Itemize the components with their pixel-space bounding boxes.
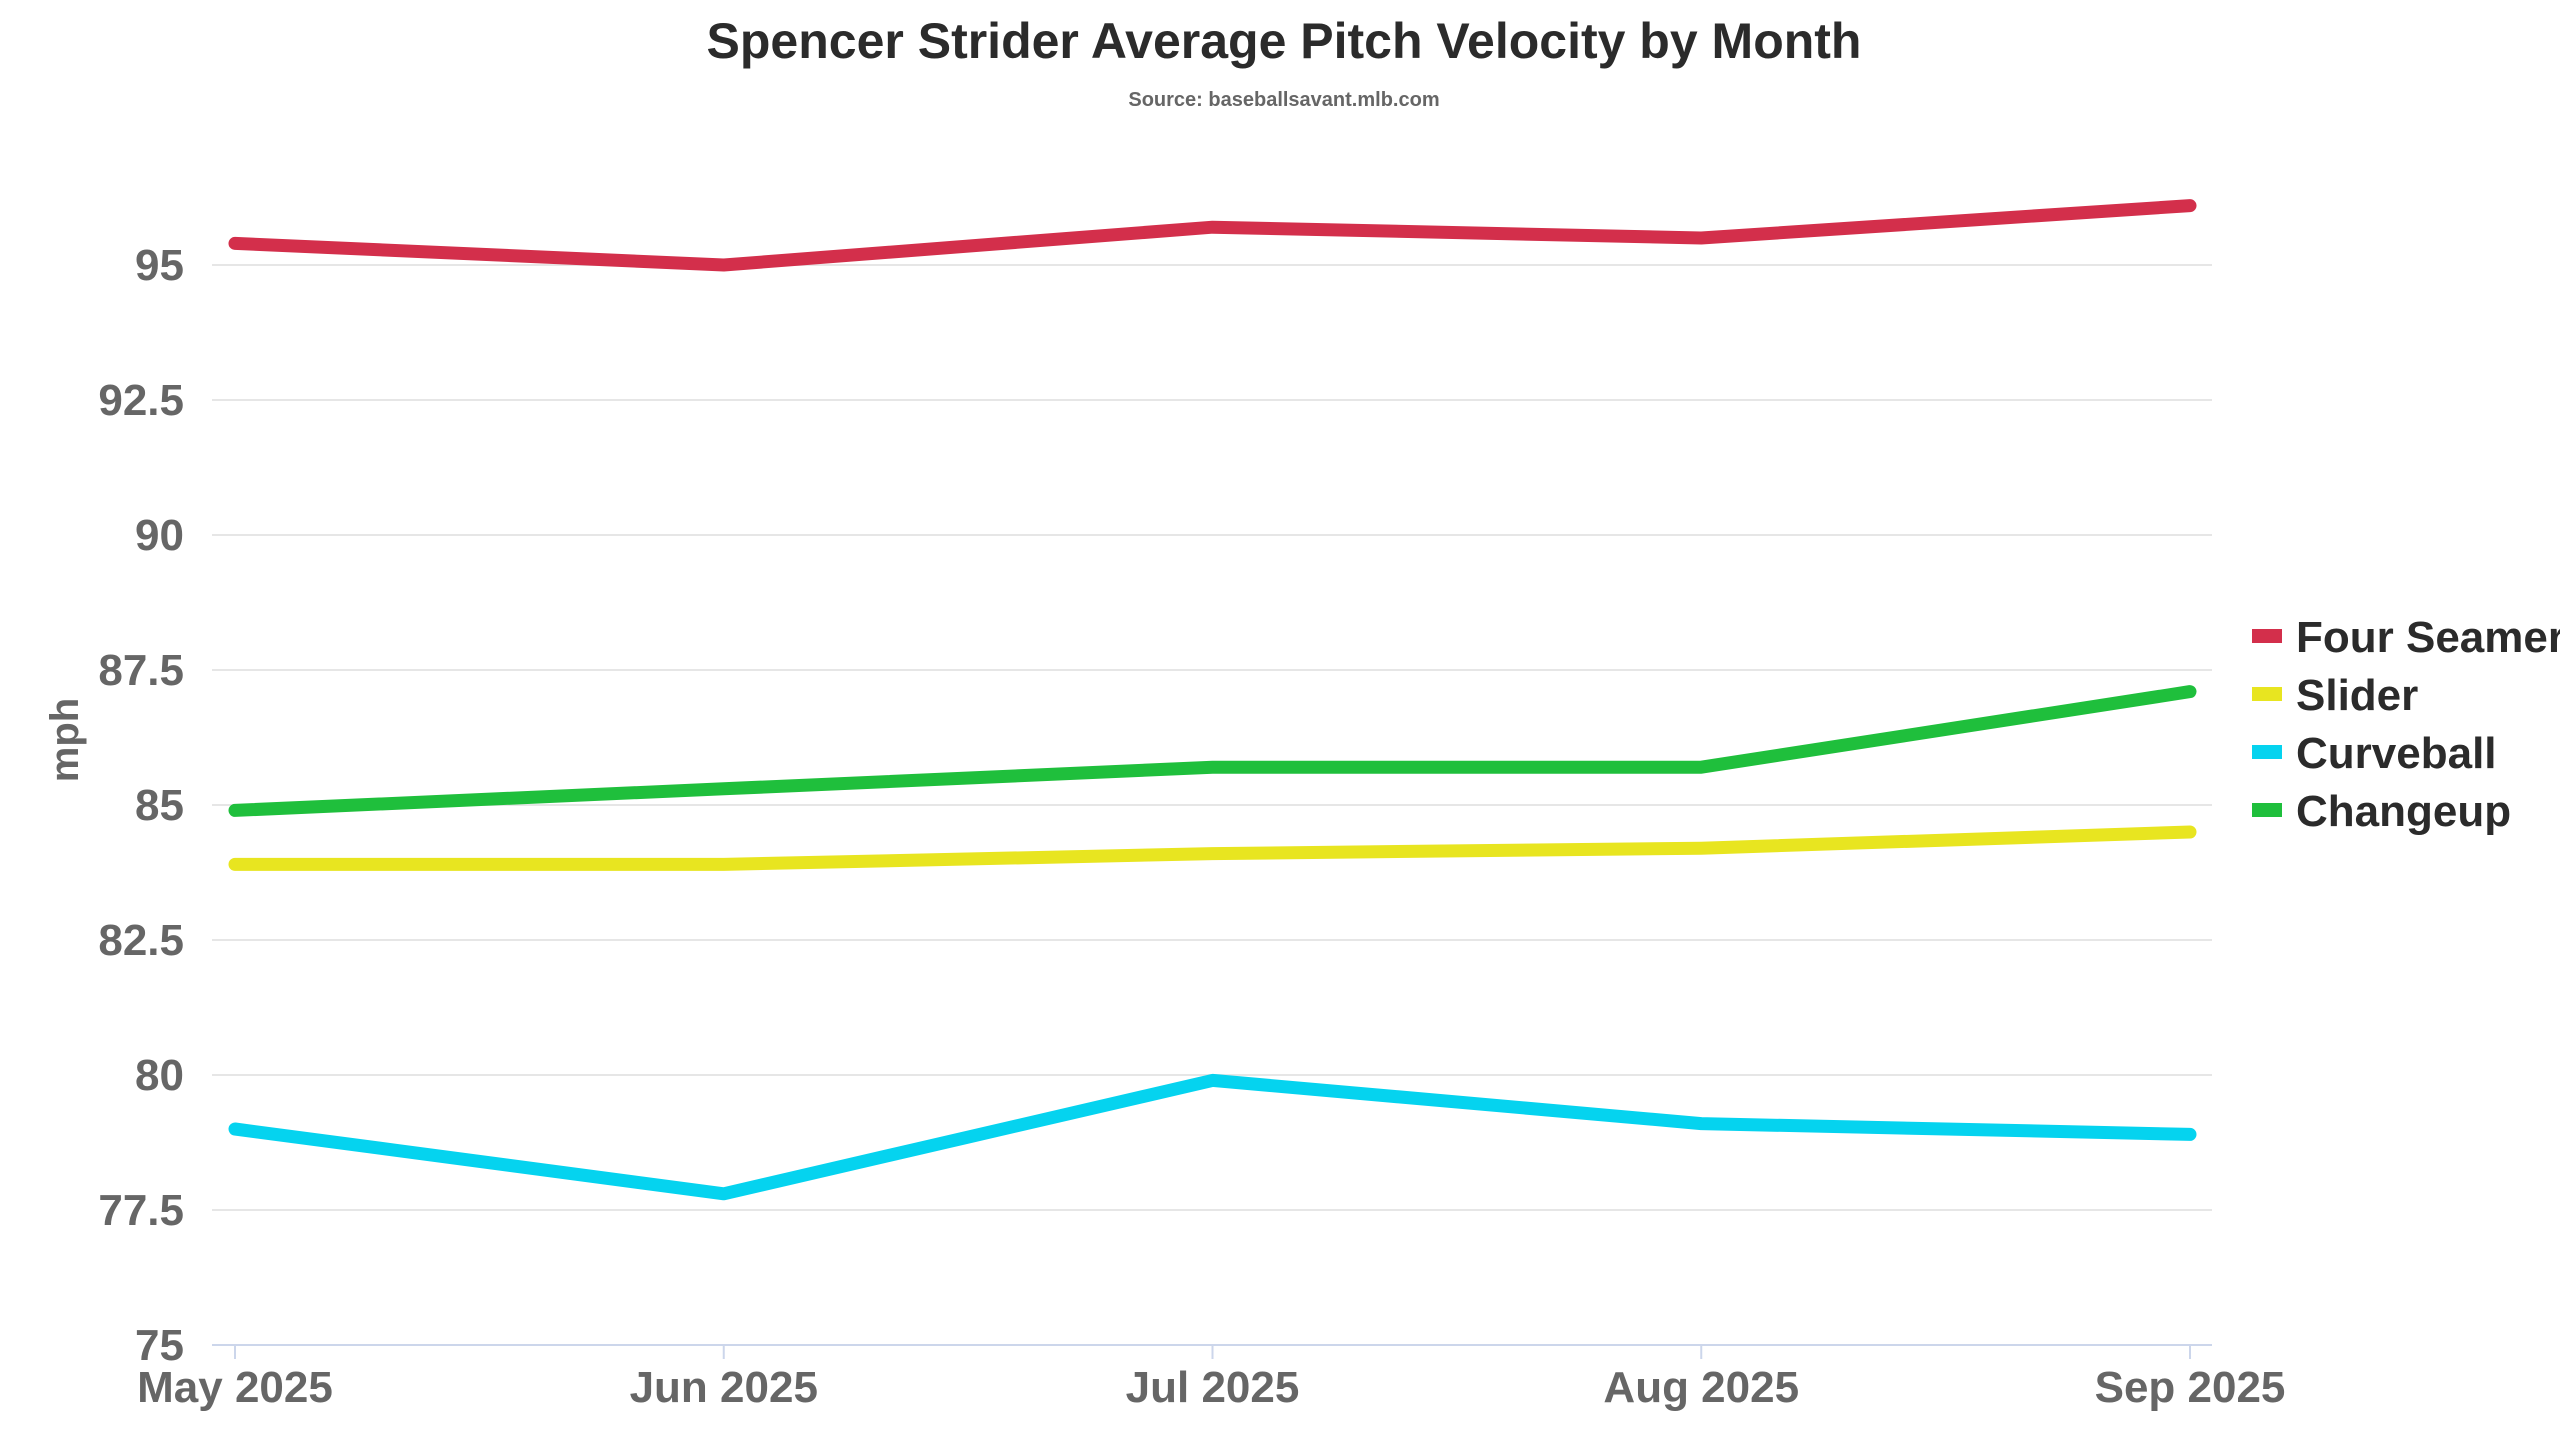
legend-label: Changeup — [2296, 787, 2511, 836]
y-tick-label: 95 — [135, 241, 184, 290]
y-tick-label: 82.5 — [98, 916, 184, 965]
legend-item-four-seamer[interactable]: Four Seamer — [2252, 613, 2560, 662]
legend-item-curveball[interactable]: Curveball — [2252, 729, 2497, 778]
legend-item-slider[interactable]: Slider — [2252, 671, 2418, 720]
gridlines — [212, 264, 2212, 1211]
series-line-slider — [228, 825, 2197, 871]
y-tick-label: 77.5 — [98, 1186, 184, 1235]
y-axis-ticks: 75 77.5 80 82.5 85 87.5 90 92.5 95 — [98, 241, 184, 1370]
y-tick-label: 80 — [135, 1051, 184, 1100]
x-axis — [212, 1344, 2212, 1359]
series-line-curveball — [228, 1073, 2197, 1201]
legend-label: Curveball — [2296, 729, 2497, 778]
x-tick-label: Jul 2025 — [1126, 1363, 1300, 1412]
legend-label: Four Seamer — [2296, 613, 2560, 662]
x-tick-label: Jun 2025 — [630, 1363, 818, 1412]
y-tick-label: 92.5 — [98, 376, 184, 425]
legend-swatch — [2252, 629, 2282, 643]
legend-swatch — [2252, 687, 2282, 701]
legend-label: Slider — [2296, 671, 2418, 720]
series-line-changeup — [228, 685, 2197, 817]
y-tick-label: 90 — [135, 511, 184, 560]
x-tick-label: Aug 2025 — [1603, 1363, 1799, 1412]
x-tick-label: Sep 2025 — [2095, 1363, 2286, 1412]
legend-swatch — [2252, 745, 2282, 759]
y-tick-label: 85 — [135, 781, 184, 830]
chart-subtitle: Source: baseballsavant.mlb.com — [1128, 89, 1439, 111]
x-axis-ticks: May 2025 Jun 2025 Jul 2025 Aug 2025 Sep 2025 — [137, 1363, 2285, 1412]
chart-title: Spencer Strider Average Pitch Velocity b… — [707, 13, 1862, 69]
series-lines — [228, 199, 2197, 1201]
y-axis-label: mph — [43, 698, 87, 782]
x-tick-label: May 2025 — [137, 1363, 333, 1412]
legend[interactable]: Four Seamer Slider Curveball Changeup — [2252, 613, 2560, 836]
y-tick-label: 87.5 — [98, 646, 184, 695]
y-tick-label: 75 — [135, 1321, 184, 1370]
legend-item-changeup[interactable]: Changeup — [2252, 787, 2511, 836]
series-line-four-seamer — [228, 199, 2197, 272]
legend-swatch — [2252, 803, 2282, 817]
